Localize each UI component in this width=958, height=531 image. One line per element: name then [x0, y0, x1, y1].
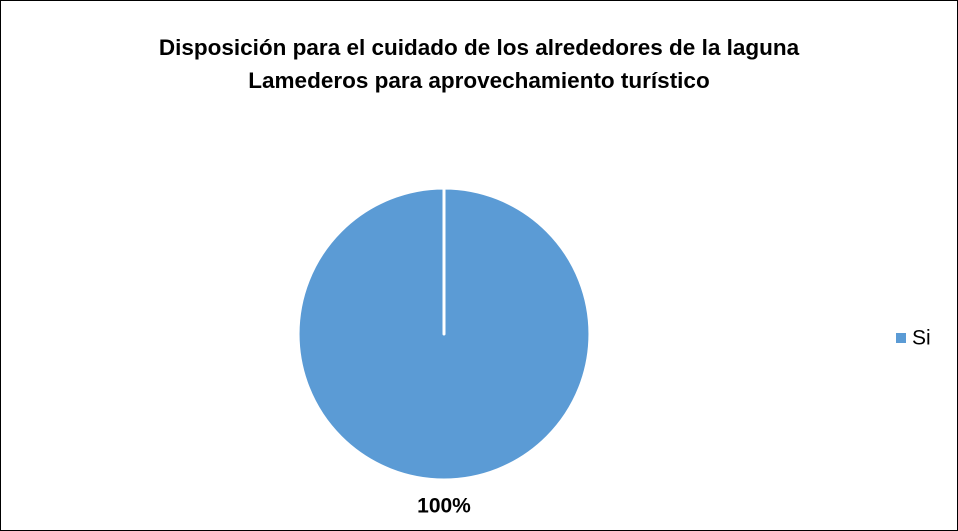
legend-marker: [896, 333, 906, 343]
legend-label: Si: [912, 327, 931, 350]
pie-slice: [296, 186, 592, 482]
chart-title: Disposición para el cuidado de los alred…: [158, 35, 800, 93]
data-label: 100%: [417, 495, 471, 518]
